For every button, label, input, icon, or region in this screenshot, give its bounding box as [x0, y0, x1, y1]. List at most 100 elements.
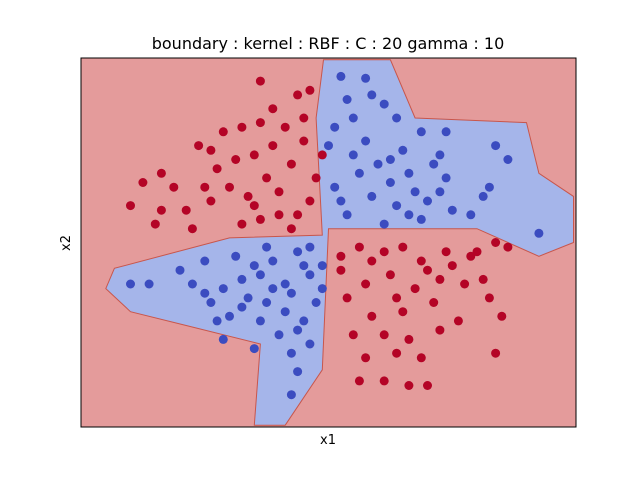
point-class-0 [385, 155, 395, 164]
point-class-1 [187, 224, 197, 234]
point-class-1 [447, 261, 457, 271]
point-class-0 [268, 284, 278, 294]
point-class-1 [243, 191, 253, 201]
point-class-0 [286, 288, 296, 298]
point-class-0 [317, 284, 327, 294]
point-class-0 [336, 71, 346, 81]
point-class-0 [206, 298, 216, 307]
point-class-1 [231, 155, 241, 164]
point-class-0 [466, 210, 476, 220]
point-class-0 [317, 261, 327, 271]
x-axis-label: x1 [320, 433, 336, 448]
point-class-0 [429, 159, 439, 169]
point-class-1 [416, 256, 426, 266]
point-class-0 [225, 311, 234, 321]
point-class-1 [280, 122, 290, 132]
point-class-0 [299, 261, 309, 271]
point-class-0 [398, 145, 408, 155]
decision-region-class-0 [105, 59, 574, 426]
point-class-0 [534, 228, 544, 238]
point-class-1 [392, 293, 402, 303]
point-class-1 [268, 141, 278, 151]
point-class-1 [423, 381, 432, 390]
point-class-0 [484, 182, 494, 192]
point-class-1 [169, 182, 179, 192]
point-class-1 [249, 201, 259, 211]
point-class-1 [453, 316, 463, 326]
point-class-1 [317, 150, 327, 160]
point-class-0 [361, 136, 371, 146]
point-class-0 [268, 256, 278, 266]
point-class-0 [348, 113, 358, 123]
point-class-1 [299, 136, 309, 146]
point-class-0 [392, 113, 402, 123]
point-class-1 [225, 182, 234, 192]
point-class-1 [156, 168, 166, 178]
point-class-1 [156, 205, 166, 215]
point-class-1 [299, 113, 309, 123]
point-class-1 [497, 311, 507, 321]
point-class-1 [194, 141, 204, 151]
point-class-1 [367, 256, 377, 266]
point-class-1 [138, 178, 148, 187]
point-class-0 [330, 122, 340, 132]
point-class-0 [237, 302, 247, 312]
point-class-0 [435, 150, 445, 160]
point-class-0 [212, 316, 222, 326]
point-class-1 [293, 90, 303, 100]
point-class-0 [286, 390, 296, 400]
point-class-1 [255, 214, 265, 224]
point-class-1 [404, 334, 414, 344]
point-class-1 [435, 325, 445, 335]
point-class-0 [416, 214, 426, 224]
point-class-0 [243, 293, 253, 303]
point-class-1 [181, 205, 191, 215]
point-class-1 [379, 376, 389, 386]
point-class-0 [237, 274, 247, 284]
point-class-0 [200, 288, 210, 298]
point-class-0 [293, 325, 303, 335]
point-class-0 [441, 173, 451, 183]
point-class-1 [286, 224, 296, 234]
point-class-0 [175, 265, 185, 275]
point-class-1 [348, 330, 358, 340]
point-class-0 [410, 187, 420, 197]
point-class-0 [305, 339, 315, 349]
point-class-1 [255, 118, 265, 128]
point-class-0 [435, 187, 445, 197]
point-class-0 [342, 95, 352, 104]
point-class-1 [398, 307, 408, 317]
point-class-0 [293, 247, 303, 257]
point-class-0 [478, 191, 488, 201]
point-class-1 [491, 238, 501, 247]
point-class-0 [379, 219, 389, 229]
point-class-0 [274, 330, 284, 340]
point-class-0 [423, 196, 432, 206]
point-class-1 [460, 279, 470, 289]
point-class-0 [305, 242, 315, 252]
point-class-0 [342, 210, 352, 220]
point-class-1 [336, 251, 346, 261]
point-class-0 [218, 334, 228, 344]
data-points [126, 71, 544, 400]
point-class-0 [491, 141, 501, 151]
point-class-1 [311, 173, 321, 183]
point-class-1 [268, 104, 278, 114]
point-class-1 [429, 298, 439, 307]
point-class-0 [416, 127, 426, 137]
point-class-0 [379, 99, 389, 109]
point-class-1 [200, 182, 210, 192]
point-class-0 [231, 251, 241, 261]
point-class-0 [280, 307, 290, 317]
point-class-0 [311, 298, 321, 307]
point-class-1 [305, 85, 315, 95]
point-class-1 [354, 242, 364, 252]
point-class-1 [441, 247, 451, 257]
point-class-1 [398, 242, 408, 252]
point-class-1 [379, 247, 389, 257]
point-class-0 [187, 279, 197, 289]
point-class-0 [126, 279, 135, 289]
point-class-1 [361, 353, 371, 363]
point-class-0 [293, 367, 303, 377]
